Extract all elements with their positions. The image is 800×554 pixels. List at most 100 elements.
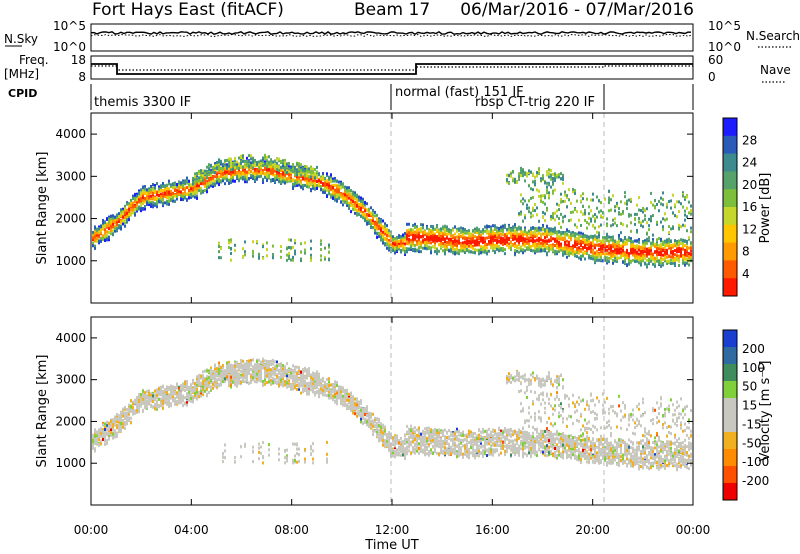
power-echo	[284, 168, 286, 172]
power-echo	[288, 254, 290, 258]
power-echo	[218, 256, 220, 260]
power-echo	[412, 241, 414, 245]
power-echo	[294, 165, 296, 169]
power-echo	[130, 198, 132, 202]
power-echo	[554, 226, 556, 230]
power-echo	[522, 230, 524, 234]
power-echo	[364, 201, 366, 205]
power-echo	[628, 236, 630, 240]
power-echo	[408, 231, 410, 235]
power-echo	[514, 249, 516, 253]
power-echo	[552, 172, 554, 176]
power-echo	[498, 239, 500, 243]
power-echo	[140, 196, 142, 200]
power-echo	[684, 254, 686, 258]
power-echo	[410, 238, 412, 242]
power-echo	[400, 236, 402, 240]
power-echo	[212, 178, 214, 182]
power-echo	[602, 215, 604, 219]
power-echo	[644, 239, 646, 243]
power-echo	[274, 166, 276, 170]
power-echo	[564, 251, 566, 255]
power-echo	[604, 238, 606, 242]
power-echo	[674, 256, 676, 260]
power-echo	[136, 200, 138, 204]
power-echo	[360, 196, 362, 200]
power-echo	[564, 237, 566, 241]
power-echo	[184, 193, 186, 197]
power-echo	[108, 218, 110, 222]
power-echo	[440, 235, 442, 239]
power-echo	[278, 159, 280, 163]
power-echo	[504, 233, 506, 237]
power-echo	[230, 258, 232, 262]
power-echo	[354, 201, 356, 205]
power-echo	[152, 204, 154, 208]
power-echo	[682, 245, 684, 249]
power-echo	[568, 234, 570, 238]
power-echo	[590, 256, 592, 260]
power-echo	[300, 257, 302, 261]
power-echo	[310, 239, 312, 243]
power-echo	[496, 226, 498, 230]
power-echo	[168, 179, 170, 183]
power-echo	[640, 208, 642, 212]
power-echo	[244, 170, 246, 174]
power-echo	[242, 159, 244, 163]
power-echo	[248, 162, 250, 166]
power-echo	[252, 249, 254, 253]
power-echo	[350, 210, 352, 214]
power-echo	[512, 177, 514, 181]
power-echo	[336, 199, 338, 203]
power-echo	[542, 200, 544, 204]
power-echo	[670, 255, 672, 259]
power-echo	[342, 198, 344, 202]
power-echo	[200, 179, 202, 183]
power-echo	[434, 243, 436, 247]
power-echo	[478, 228, 480, 232]
power-echo	[304, 170, 306, 174]
power-echo	[466, 246, 468, 250]
power-echo	[384, 228, 386, 232]
power-echo	[544, 212, 546, 216]
power-echo	[666, 259, 668, 263]
power-echo	[152, 197, 154, 201]
power-echo	[580, 249, 582, 253]
power-echo	[246, 177, 248, 181]
power-echo	[362, 197, 364, 201]
power-echo	[140, 207, 142, 211]
power-echo	[526, 203, 528, 207]
power-echo	[230, 238, 232, 242]
power-echo	[666, 255, 668, 259]
power-echo	[666, 252, 668, 256]
power-echo	[346, 194, 348, 198]
power-echo	[530, 187, 532, 191]
power-echo	[528, 238, 530, 242]
power-echo	[298, 167, 300, 171]
power-echo	[586, 234, 588, 238]
power-echo	[378, 218, 380, 222]
power-echo	[92, 231, 94, 235]
power-echo	[300, 166, 302, 170]
power-echo	[526, 174, 528, 178]
power-echo	[642, 249, 644, 253]
power-echo	[520, 226, 522, 230]
power-echo	[402, 237, 404, 241]
power-echo	[230, 163, 232, 167]
power-echo	[520, 228, 522, 232]
power-echo	[554, 174, 556, 178]
power-echo	[670, 258, 672, 262]
power-echo	[310, 258, 312, 262]
power-echo	[582, 235, 584, 239]
power-echo	[470, 245, 472, 249]
power-echo	[258, 167, 260, 171]
power-echo	[668, 246, 670, 250]
power-echo	[152, 188, 154, 192]
power-echo	[522, 237, 524, 241]
power-echo	[608, 256, 610, 260]
power-echo	[276, 174, 278, 178]
power-echo	[628, 252, 630, 256]
power-echo	[436, 252, 438, 256]
power-echo	[576, 243, 578, 247]
power-echo	[648, 247, 650, 251]
